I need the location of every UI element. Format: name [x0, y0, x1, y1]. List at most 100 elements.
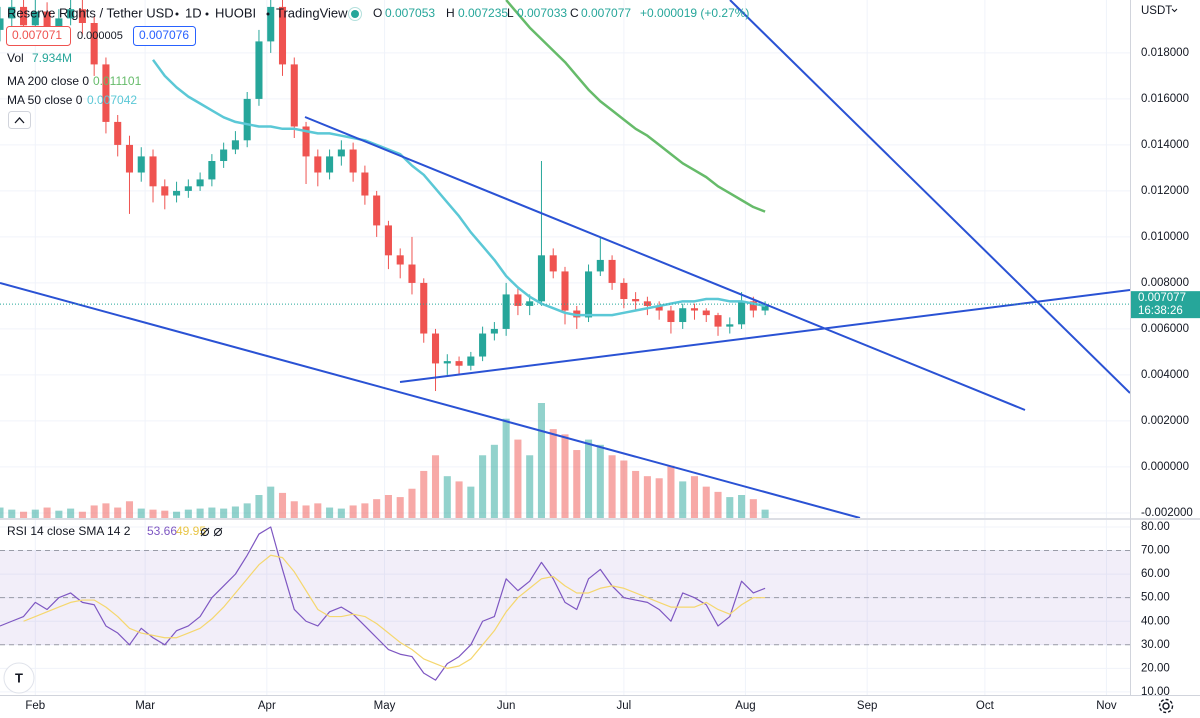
volume-bar [161, 510, 169, 518]
ohlc-value: 0.007053 [385, 6, 435, 20]
candle-body [255, 41, 263, 99]
spread: 0.000005 [77, 30, 123, 42]
y-tick-label: -0.002000 [1141, 507, 1193, 519]
volume-bar [690, 476, 699, 518]
collapse-icon [14, 117, 25, 124]
last-price-tag [1131, 291, 1200, 319]
bid-box[interactable] [6, 26, 71, 46]
volume-bar [361, 503, 369, 518]
candle-body [679, 308, 687, 323]
volume-bar [290, 501, 298, 518]
candle-body [220, 149, 228, 162]
y-tick-label: 10.00 [1141, 686, 1170, 698]
indicator-line [152, 59, 766, 317]
volume-value: 7.934M [32, 51, 72, 65]
ask-box[interactable] [133, 26, 196, 46]
volume-bar [514, 439, 522, 518]
volume-bar [573, 450, 581, 518]
candle-body [349, 149, 357, 173]
gear-teeth [1158, 698, 1174, 714]
settings[interactable] [1158, 698, 1174, 714]
rsi-value: 53.66 [147, 524, 177, 538]
candle-body [690, 308, 699, 311]
volume-bar [596, 444, 604, 518]
candle-body [526, 301, 534, 306]
volume-bar [31, 509, 39, 518]
x-tick-label: Sep [857, 700, 877, 712]
candle-body [702, 310, 710, 316]
ohlc-key: H [446, 6, 455, 20]
volume-bar [314, 503, 322, 518]
candle-body [549, 255, 557, 272]
ma-name: MA 200 close 0 [7, 74, 89, 88]
candle-body [302, 126, 310, 157]
x-tick-label: Nov [1096, 700, 1117, 712]
rsi-layer [0, 526, 766, 681]
trendlines [0, 0, 1130, 518]
indicator-line [505, 0, 766, 213]
volume-bar [278, 492, 287, 518]
volume-bar [408, 488, 416, 518]
candle-body [208, 161, 216, 180]
currency-chevron[interactable] [1171, 8, 1178, 13]
x-tick-label: Feb [25, 700, 45, 712]
volume-bar [420, 470, 428, 518]
volume-bar [455, 481, 463, 518]
candle-body [455, 361, 463, 366]
volume-bar [373, 499, 381, 518]
candle-body [632, 299, 640, 302]
candle-body [125, 144, 134, 173]
candle-body [149, 156, 157, 187]
bid: 0.007071 [12, 28, 62, 42]
candle-body [184, 186, 192, 191]
ask: 0.007076 [139, 28, 189, 42]
logo-circle [3, 662, 35, 694]
candle-body [490, 328, 498, 334]
volume-bar [608, 455, 616, 518]
countdown-label: 16:38:26 [1138, 305, 1183, 317]
collapse-button[interactable] [8, 111, 31, 129]
icon [200, 527, 210, 537]
x-tick-label: Mar [135, 700, 155, 712]
volume-bar [90, 505, 98, 518]
volume-bar [149, 509, 157, 518]
volume-bar [714, 491, 722, 518]
separator [205, 12, 209, 16]
candle-body [243, 98, 251, 141]
y-tick-label: 50.00 [1141, 592, 1170, 604]
price-layer [0, 0, 769, 392]
candle-body [443, 361, 451, 364]
candle-body [502, 294, 510, 329]
candle-body [467, 356, 475, 366]
y-tick-label: 30.00 [1141, 639, 1170, 651]
candle-body [726, 324, 734, 327]
volume-bar [561, 434, 569, 518]
separator [175, 12, 179, 16]
candle-body [373, 195, 381, 226]
volume-bar [479, 455, 487, 518]
candle-body [102, 64, 110, 122]
volume-bar [20, 511, 28, 518]
status-dot [351, 10, 359, 18]
volume-label: Vol [7, 51, 24, 65]
y-tick-label: 0.018000 [1141, 47, 1189, 59]
volume-bar [184, 509, 192, 518]
volume-bar [8, 509, 16, 518]
y-tick-label: 0.014000 [1141, 139, 1189, 151]
trendline [399, 289, 1130, 383]
candle-body [31, 11, 39, 26]
volume-bar [490, 444, 498, 518]
y-tick-label: 0.002000 [1141, 415, 1189, 427]
ma-value: 0.007042 [87, 93, 137, 107]
ohlc-key: O [373, 6, 382, 20]
x-tick-label: Oct [976, 700, 995, 712]
volume-bar [67, 508, 75, 518]
axes: Feb Mar Apr May Jun Jul Aug Sep Oct Nov 0.018000 0.… [25, 47, 1192, 712]
volume-bar [114, 507, 122, 518]
volume-bar [220, 508, 228, 518]
candle-body [67, 9, 75, 19]
candle-body [90, 23, 98, 65]
